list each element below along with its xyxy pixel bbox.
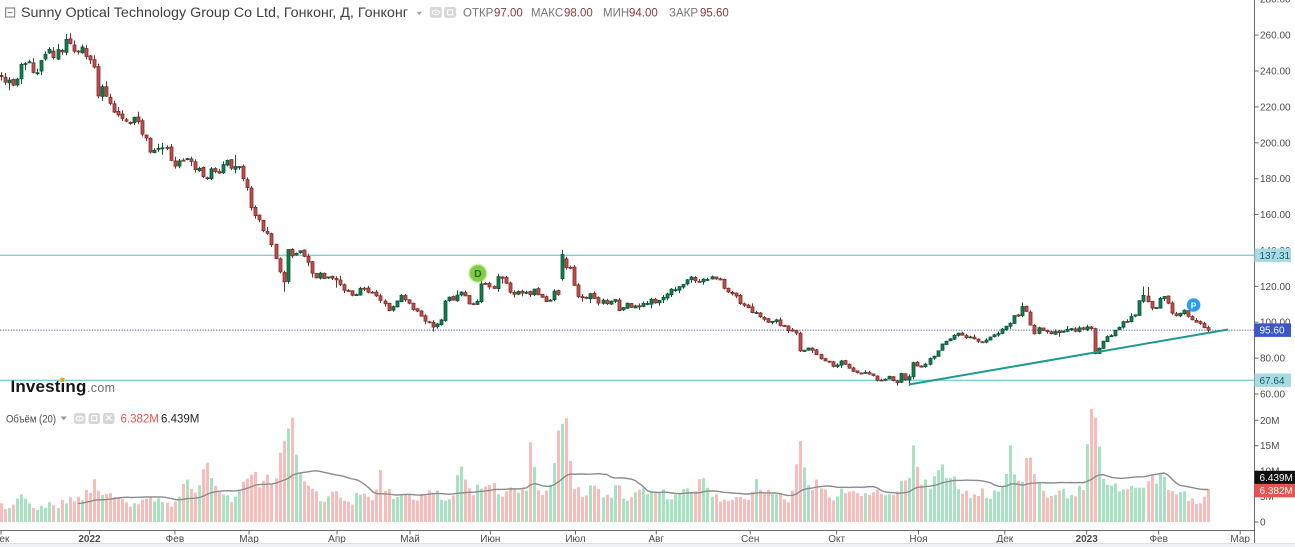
svg-text:120.00: 120.00 — [1260, 282, 1291, 293]
svg-text:220.00: 220.00 — [1260, 102, 1291, 113]
svg-text:Сен: Сен — [741, 534, 759, 545]
svg-text:6.382M: 6.382M — [121, 414, 159, 426]
svg-text:80.00: 80.00 — [1260, 354, 1285, 365]
svg-text:Дек: Дек — [0, 534, 10, 545]
svg-text:Июн: Июн — [480, 534, 500, 545]
svg-text:Объём (20): Объём (20) — [6, 414, 56, 426]
svg-text:67.64: 67.64 — [1260, 376, 1285, 387]
svg-text:Фев: Фев — [1149, 534, 1167, 545]
svg-text:0: 0 — [1260, 518, 1266, 529]
svg-text:100.00: 100.00 — [1260, 318, 1291, 329]
svg-text:Июл: Июл — [565, 534, 585, 545]
svg-text:20M: 20M — [1260, 416, 1279, 427]
svg-text:Мар: Мар — [1230, 534, 1250, 545]
svg-text:200.00: 200.00 — [1260, 138, 1291, 149]
svg-text:2022: 2022 — [78, 534, 101, 545]
svg-text:97.00: 97.00 — [494, 8, 523, 20]
svg-text:Investing: Investing — [11, 377, 87, 396]
svg-text:6.439M: 6.439M — [1260, 473, 1293, 484]
svg-text:6.382M: 6.382M — [1260, 486, 1293, 497]
svg-text:60.00: 60.00 — [1260, 390, 1285, 401]
svg-text:Sunny Optical Technology Group: Sunny Optical Technology Group Co Ltd, Г… — [21, 5, 408, 21]
svg-text:180.00: 180.00 — [1260, 174, 1291, 185]
svg-text:280.00: 280.00 — [1260, 0, 1291, 6]
svg-text:Авг: Авг — [648, 534, 664, 545]
svg-text:Окт: Окт — [828, 534, 845, 545]
svg-text:P: P — [1191, 300, 1197, 310]
svg-text:МАКС: МАКС — [531, 8, 563, 20]
svg-text:98.00: 98.00 — [564, 8, 593, 20]
svg-text:240.00: 240.00 — [1260, 67, 1291, 78]
svg-text:95.60: 95.60 — [700, 8, 729, 20]
svg-text:Апр: Апр — [328, 534, 346, 545]
svg-text:5M: 5M — [1260, 492, 1274, 503]
svg-text:160.00: 160.00 — [1260, 210, 1291, 221]
svg-text:ОТКР: ОТКР — [463, 8, 494, 20]
svg-text:МИН: МИН — [603, 8, 629, 20]
svg-text:Мар: Мар — [239, 534, 259, 545]
svg-text:Дек: Дек — [996, 534, 1013, 545]
svg-text:15M: 15M — [1260, 441, 1279, 452]
svg-text:94.00: 94.00 — [629, 8, 658, 20]
svg-text:Ноя: Ноя — [909, 534, 927, 545]
svg-text:Май: Май — [400, 534, 420, 545]
svg-text:Фев: Фев — [166, 534, 184, 545]
svg-text:260.00: 260.00 — [1260, 31, 1291, 42]
svg-text:137.31: 137.31 — [1260, 251, 1291, 262]
svg-text:95.60: 95.60 — [1260, 326, 1285, 337]
svg-text:2023: 2023 — [1076, 534, 1099, 545]
svg-text:D: D — [474, 268, 482, 280]
svg-text:ЗАКР: ЗАКР — [669, 8, 698, 20]
svg-text:6.439M: 6.439M — [161, 414, 199, 426]
svg-text:.com: .com — [87, 381, 115, 395]
